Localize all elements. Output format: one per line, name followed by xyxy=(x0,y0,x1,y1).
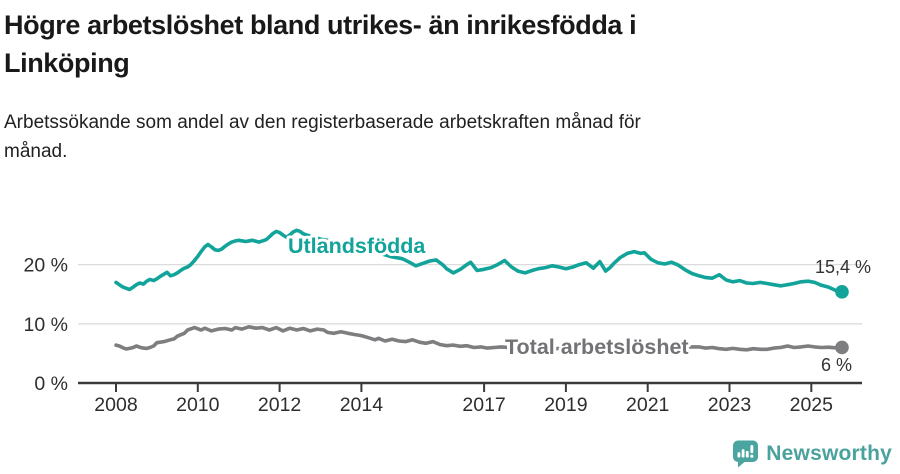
newsworthy-logo: Newsworthy xyxy=(732,440,892,468)
brand-name: Newsworthy xyxy=(766,442,892,465)
subtitle-line-2: månad. xyxy=(4,141,68,162)
x-tick-label: 2014 xyxy=(340,394,384,416)
x-tick-label: 2023 xyxy=(708,394,751,416)
page-title: Högre arbetslöshet bland utrikes- än inr… xyxy=(4,6,900,82)
end-value-label-utlandsfodda: 15,4 % xyxy=(815,257,871,277)
x-tick-label: 2025 xyxy=(790,394,834,416)
x-tick-label: 2021 xyxy=(626,394,669,416)
x-tick-label: 2008 xyxy=(94,394,137,416)
y-tick-label: 0 % xyxy=(34,373,68,395)
chart-subtitle: Arbetssökande som andel av den registerb… xyxy=(4,108,900,166)
series-line-utlandsfodda xyxy=(114,228,844,294)
end-value-label-total: 6 % xyxy=(821,355,852,375)
x-tick-label: 2010 xyxy=(176,394,220,416)
title-line-1: Högre arbetslöshet bland utrikes- än inr… xyxy=(4,10,637,40)
series-label-total: Total arbetslöshet xyxy=(505,335,689,359)
newsworthy-bubble-icon xyxy=(733,440,759,468)
y-tick-label: 20 % xyxy=(24,255,68,277)
subtitle-line-1: Arbetssökande som andel av den registerb… xyxy=(4,112,641,133)
x-tick-label: 2017 xyxy=(462,394,505,416)
x-tick-label: 2012 xyxy=(258,394,301,416)
x-tick-label: 2019 xyxy=(544,394,587,416)
series-end-dot-total xyxy=(835,340,849,355)
title-line-2: Linköping xyxy=(4,48,130,78)
y-tick-label: 10 % xyxy=(24,314,68,336)
series-line-total xyxy=(114,324,844,352)
series-end-dot-utlandsfodda xyxy=(835,285,849,299)
series-label-utlandsfodda: Utlandsfödda xyxy=(288,234,426,258)
